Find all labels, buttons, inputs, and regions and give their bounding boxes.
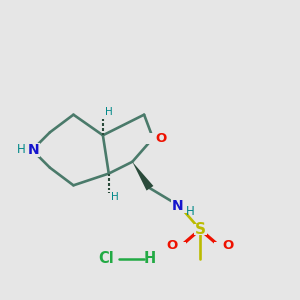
Polygon shape	[132, 162, 153, 190]
Text: N: N	[28, 143, 40, 157]
Bar	[24, 143, 40, 157]
Text: Cl: Cl	[98, 251, 114, 266]
Bar	[103, 193, 114, 202]
Text: H: H	[17, 143, 26, 157]
Text: O: O	[167, 239, 178, 252]
Bar	[171, 199, 188, 213]
Text: O: O	[222, 239, 234, 252]
Text: N: N	[172, 199, 184, 213]
Bar	[173, 242, 186, 253]
Bar	[214, 242, 227, 253]
Text: H: H	[111, 192, 119, 202]
Text: H: H	[144, 251, 156, 266]
Bar	[194, 224, 206, 235]
Text: H: H	[106, 107, 113, 117]
Text: O: O	[156, 132, 167, 145]
Text: H: H	[186, 205, 195, 218]
Text: S: S	[195, 222, 206, 237]
Bar	[98, 107, 108, 116]
Bar	[146, 133, 159, 144]
